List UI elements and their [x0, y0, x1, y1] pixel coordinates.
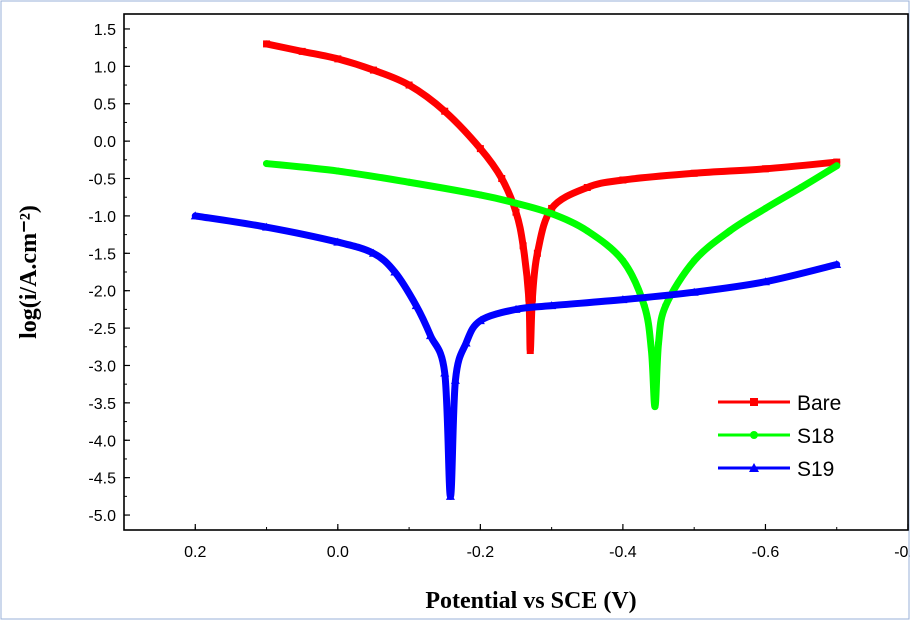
y-tick-label: -4.5 — [88, 471, 116, 488]
legend-label-s19: S19 — [797, 458, 834, 481]
data-point-bare — [519, 242, 527, 250]
y-tick-label: 1.5 — [94, 22, 116, 39]
data-point-bare — [526, 347, 534, 355]
data-point-bare — [512, 208, 520, 216]
series-bare — [263, 40, 841, 355]
data-point-s19 — [333, 237, 343, 246]
data-point-s18 — [833, 162, 841, 170]
data-point-s19 — [445, 491, 455, 500]
data-point-s19 — [511, 304, 521, 313]
data-point-s19 — [461, 338, 471, 347]
data-point-s19 — [760, 277, 770, 286]
data-point-bare — [533, 249, 541, 257]
y-axis-ticks: 1.5 1.0 0.5 0.0 -0.5 -1.0 -1.5 -2.0 -2.5 -3.0 -3.5… — [88, 22, 130, 525]
data-point-s18 — [263, 160, 271, 168]
y-tick-label: 0.0 — [94, 134, 116, 151]
x-axis-title: Potential vs SCE (V) — [425, 588, 636, 614]
x-axis-ticks: 0.2 0.0 -0.2 -0.4 -0.6 -0.8 — [123, 524, 910, 561]
y-tick-label: -3.0 — [88, 358, 116, 375]
data-point-s18 — [647, 347, 655, 355]
x-tick-label: -0.2 — [467, 544, 495, 561]
data-point-s18 — [619, 257, 627, 265]
data-point-s19 — [547, 301, 557, 310]
data-point-s18 — [548, 210, 556, 218]
data-point-s19 — [425, 331, 435, 340]
data-point-bare — [334, 55, 342, 63]
series-layer — [190, 40, 842, 500]
data-point-s18 — [797, 183, 805, 191]
data-point-s19 — [450, 375, 460, 384]
data-point-bare — [548, 204, 556, 212]
data-point-s19 — [440, 368, 450, 377]
data-point-s19 — [475, 316, 485, 325]
legend: Bare S18 S19 — [718, 392, 841, 481]
y-tick-label: -0.5 — [88, 172, 116, 189]
data-point-s18 — [726, 227, 734, 235]
data-point-s18 — [405, 178, 413, 186]
legend-item-s19: S19 — [718, 458, 834, 481]
data-point-s19 — [390, 267, 400, 276]
legend-marker-bare — [750, 398, 758, 406]
x-tick-label: -0.8 — [894, 544, 910, 561]
data-point-s18 — [655, 339, 663, 347]
data-point-s18 — [662, 302, 670, 310]
data-point-s19 — [262, 222, 272, 231]
y-tick-label: -2.0 — [88, 284, 116, 301]
data-point-bare — [583, 183, 591, 191]
data-point-bare — [619, 176, 627, 184]
data-point-s18 — [690, 257, 698, 265]
x-tick-label: 0.2 — [184, 544, 206, 561]
y-tick-label: -1.5 — [88, 246, 116, 263]
data-point-bare — [761, 165, 769, 173]
data-point-s18 — [640, 302, 648, 310]
legend-item-bare: Bare — [718, 392, 841, 415]
data-point-s19 — [368, 248, 378, 257]
y-axis-title: log(i/A.cm⁻²) — [16, 205, 42, 339]
series-s19 — [190, 211, 842, 500]
legend-label-s18: S18 — [797, 425, 834, 448]
data-point-bare — [263, 40, 271, 48]
y-tick-label: -5.0 — [88, 508, 116, 525]
data-point-s18 — [583, 227, 591, 235]
y-tick-label: -1.0 — [88, 209, 116, 226]
data-point-bare — [525, 294, 533, 302]
legend-marker-s19 — [749, 463, 759, 472]
data-point-bare — [298, 47, 306, 55]
series-s18 — [263, 160, 841, 411]
data-point-bare — [833, 158, 841, 166]
data-point-s19 — [411, 301, 421, 310]
data-point-s19 — [618, 295, 628, 304]
data-point-bare — [369, 66, 377, 74]
y-tick-label: -4.0 — [88, 433, 116, 450]
data-point-s18 — [651, 403, 659, 411]
y-tick-label: -3.5 — [88, 396, 116, 413]
y-tick-label: 0.5 — [94, 97, 116, 114]
x-tick-label: 0.0 — [327, 544, 349, 561]
data-point-s19 — [190, 211, 200, 220]
data-point-s19 — [832, 260, 842, 269]
data-point-bare — [476, 145, 484, 153]
legend-marker-s18 — [750, 431, 758, 439]
data-point-s19 — [689, 287, 699, 296]
data-point-s18 — [476, 191, 484, 199]
data-point-s18 — [761, 204, 769, 212]
data-point-s18 — [512, 199, 520, 207]
data-point-bare — [441, 107, 449, 115]
x-tick-label: -0.4 — [609, 544, 637, 561]
data-point-bare — [528, 294, 536, 302]
y-tick-label: 1.0 — [94, 59, 116, 76]
legend-item-s18: S18 — [718, 425, 834, 448]
data-point-bare — [498, 175, 506, 183]
data-point-s18 — [334, 167, 342, 175]
x-tick-label: -0.6 — [752, 544, 780, 561]
data-point-bare — [690, 169, 698, 177]
data-point-bare — [405, 81, 413, 89]
y-tick-label: -2.5 — [88, 321, 116, 338]
legend-label-bare: Bare — [797, 392, 841, 415]
